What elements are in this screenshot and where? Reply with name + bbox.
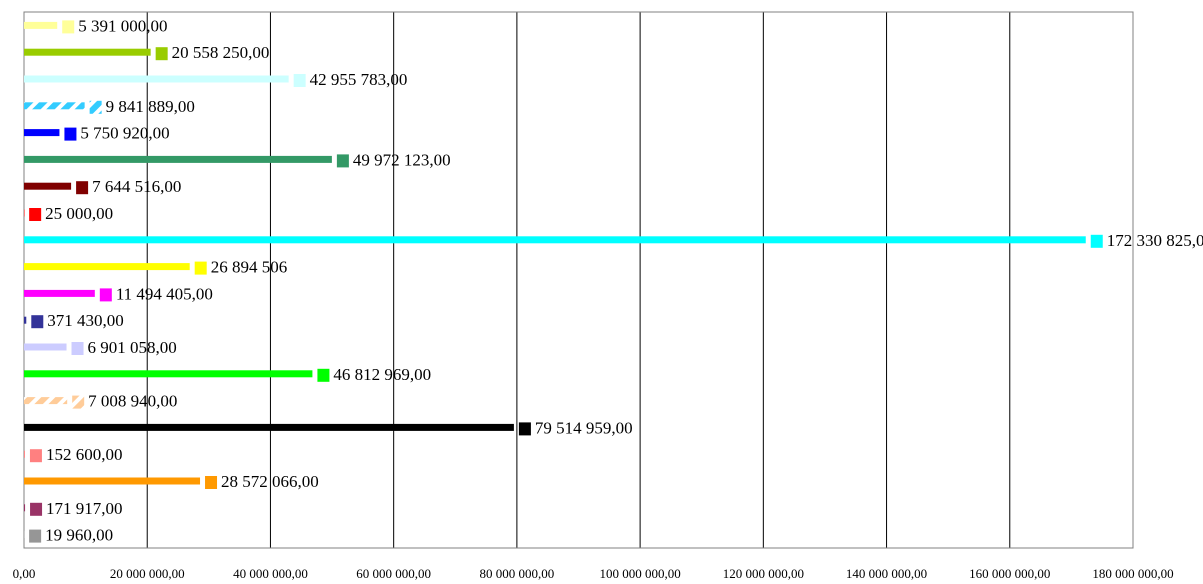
bar (24, 209, 25, 217)
bar-legend-key (29, 208, 42, 221)
bar-value-label: 25 000,00 (45, 204, 113, 223)
value-labels: 5 391 000,00 20 558 250,00 42 955 783,00 9 … (45, 16, 1203, 544)
bar-value-label: 152 600,00 (46, 445, 123, 464)
bar-value-label: 7 008 940,00 (88, 392, 177, 411)
bar-legend-key (194, 261, 207, 275)
bar-legend-key (29, 529, 42, 543)
bar-legend-key (62, 20, 75, 34)
bar-value-label: 42 955 783,00 (310, 70, 408, 89)
bar (24, 155, 332, 163)
bar-legend-key (1090, 234, 1103, 248)
bar-value-label: 6 901 058,00 (88, 338, 177, 357)
bar (24, 236, 1086, 244)
x-tick-label: 180 000 000,00 (1092, 566, 1173, 581)
bar (24, 531, 25, 539)
bar (24, 21, 58, 29)
bar (24, 397, 68, 405)
x-tick-label: 40 000 000,00 (233, 566, 308, 581)
bar-value-label: 19 960,00 (45, 526, 113, 545)
bar-legend-key (336, 154, 349, 168)
bar (24, 316, 27, 324)
bar (24, 75, 289, 83)
bar (24, 102, 85, 110)
x-tick-label: 0,00 (13, 566, 36, 581)
x-tick-label: 100 000 000,00 (599, 566, 680, 581)
bar-value-label: 172 330 825,00 (1107, 231, 1203, 250)
bar-value-label: 20 558 250,00 (172, 43, 270, 62)
gridlines (146, 12, 1011, 548)
bar-legend-key (71, 342, 84, 355)
x-axis-tick-labels: 0,00 20 000 000,00 40 000 000,00 60 000 000… (13, 566, 1174, 581)
bar-legend-key (64, 127, 77, 141)
x-tick-label: 120 000 000,00 (723, 566, 804, 581)
bar (24, 370, 313, 378)
bar-value-label: 11 494 405,00 (116, 284, 213, 303)
x-tick-label: 60 000 000,00 (356, 566, 431, 581)
bar-legend-key (76, 181, 89, 195)
x-tick-label: 20 000 000,00 (110, 566, 185, 581)
bar-legend-key (155, 47, 168, 61)
bar-value-label: 5 750 920,00 (80, 124, 169, 143)
bar (24, 289, 95, 297)
x-tick-label: 140 000 000,00 (846, 566, 927, 581)
bar (24, 129, 60, 137)
bar-value-label: 9 841 889,00 (106, 97, 195, 116)
bar-value-label: 28 572 066,00 (221, 472, 319, 491)
bar-legend-key (99, 288, 112, 302)
bar-legend-key (29, 449, 42, 463)
bar-value-label: 49 972 123,00 (353, 150, 451, 169)
bar-value-label: 171 917,00 (46, 499, 123, 518)
bar (24, 263, 190, 271)
bar (24, 48, 151, 56)
bar-value-label: 26 894 506 (211, 258, 288, 277)
bar-value-label: 7 644 516,00 (92, 177, 181, 196)
bar-value-label: 79 514 959,00 (535, 418, 633, 437)
bar-legend-key (31, 315, 44, 329)
x-tick-label: 80 000 000,00 (480, 566, 555, 581)
bar-legend-key (317, 368, 330, 382)
bars (24, 20, 1103, 543)
bar (24, 504, 26, 512)
plot-area-frame (23, 11, 1134, 549)
bar-legend-key (30, 502, 43, 516)
bar-value-label: 5 391 000,00 (78, 16, 167, 35)
bar (24, 450, 25, 458)
bar-legend-key (72, 395, 85, 409)
x-tick-label: 160 000 000,00 (969, 566, 1050, 581)
bar-legend-key (89, 100, 102, 114)
bar-legend-key (518, 422, 531, 436)
bar-legend-key (205, 476, 218, 489)
bar (24, 477, 201, 485)
bar-value-label: 371 430,00 (47, 311, 124, 330)
bar-value-label: 46 812 969,00 (333, 365, 431, 384)
bar-legend-key (293, 74, 306, 87)
bar (24, 423, 514, 431)
bar (24, 343, 67, 351)
bar (24, 182, 72, 190)
